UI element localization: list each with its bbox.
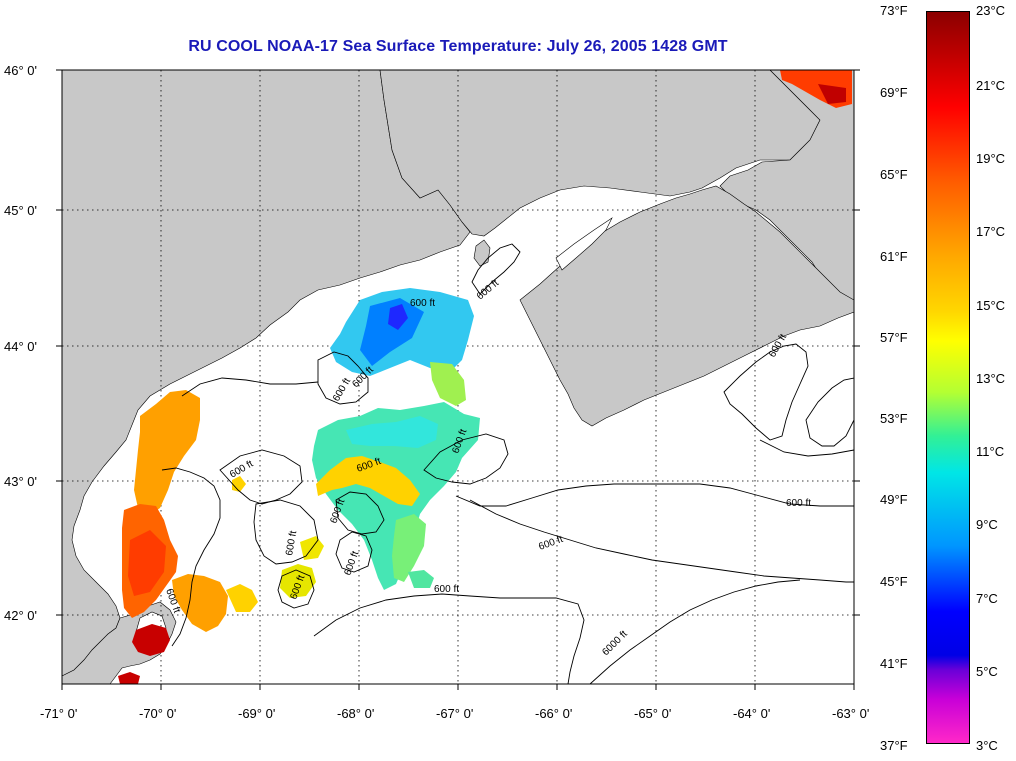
lon-label: -70° 0' — [139, 706, 176, 721]
axis-ticks — [56, 69, 860, 690]
lon-label: -67° 0' — [436, 706, 473, 721]
f-label: 73°F — [880, 3, 908, 18]
c-label: 21°C — [976, 78, 1006, 93]
contour-label: 600 ft — [434, 584, 459, 595]
c-label: 13°C — [976, 371, 1006, 386]
latitude-labels: 46° 0' 45° 0' 44° 0' 43° 0' 42° 0' — [4, 63, 37, 623]
f-label: 57°F — [880, 330, 908, 345]
longitude-labels: -71° 0' -70° 0' -69° 0' -68° 0' -67° 0' … — [40, 706, 869, 721]
c-label: 7°C — [976, 591, 998, 606]
f-label: 53°F — [880, 411, 908, 426]
f-label: 41°F — [880, 656, 908, 671]
c-label: 3°C — [976, 738, 998, 753]
contour-label: 600 ft — [410, 298, 435, 309]
contour-label: 600 ft — [284, 530, 299, 557]
c-label: 5°C — [976, 664, 998, 679]
f-label: 37°F — [880, 738, 908, 753]
contour-label: 600 ft — [786, 498, 811, 509]
f-label: 61°F — [880, 249, 908, 264]
sst-data — [118, 70, 852, 684]
sst-patch-west — [134, 390, 200, 516]
lon-label: -69° 0' — [238, 706, 275, 721]
f-label: 65°F — [880, 167, 908, 182]
c-label: 23°C — [976, 3, 1006, 18]
c-label: 17°C — [976, 224, 1006, 239]
lon-label: -68° 0' — [337, 706, 374, 721]
lat-label: 43° 0' — [4, 474, 37, 489]
lat-label: 45° 0' — [4, 203, 37, 218]
land-grand-manan — [473, 239, 491, 267]
f-label: 45°F — [880, 574, 908, 589]
c-label: 15°C — [976, 298, 1006, 313]
lon-label: -65° 0' — [634, 706, 671, 721]
lat-label: 46° 0' — [4, 63, 37, 78]
lat-label: 42° 0' — [4, 608, 37, 623]
f-label: 49°F — [880, 492, 908, 507]
bathymetry-contours — [161, 243, 855, 685]
lon-label: -63° 0' — [832, 706, 869, 721]
map-title: RU COOL NOAA-17 Sea Surface Temperature:… — [188, 38, 728, 55]
lat-label: 44° 0' — [4, 339, 37, 354]
c-label: 9°C — [976, 517, 998, 532]
lon-label: -71° 0' — [40, 706, 77, 721]
lon-label: -66° 0' — [535, 706, 572, 721]
bay-minas-water — [555, 217, 613, 271]
f-label: 69°F — [880, 85, 908, 100]
lon-label: -64° 0' — [733, 706, 770, 721]
c-label: 11°C — [976, 444, 1005, 459]
c-label: 19°C — [976, 151, 1006, 166]
temperature-colorbar — [926, 11, 970, 744]
